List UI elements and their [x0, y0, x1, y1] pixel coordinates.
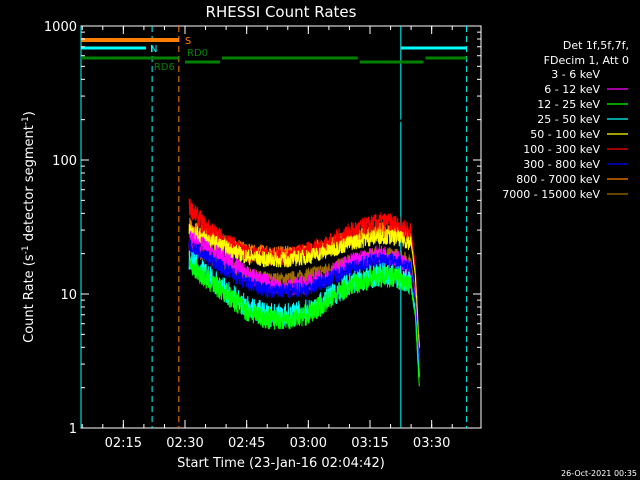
- y-label-text: detector segment: [22, 125, 37, 245]
- legend-label: 6 - 12 keV: [544, 83, 600, 96]
- x-tick-label: 03:30: [413, 436, 450, 451]
- y-label-superscript: -1: [21, 245, 31, 254]
- x-tick-label: 02:45: [228, 436, 265, 451]
- y-label-text: ): [22, 111, 37, 116]
- series-line: [188, 238, 420, 365]
- legend-header-line: FDecim 1, Att 0: [544, 54, 629, 67]
- y-tick-label: 1: [69, 422, 77, 437]
- flag-bars: S N RD0 RD6: [81, 36, 467, 73]
- x-tick-label: 03:00: [290, 436, 327, 451]
- flag-label-rd0: RD0: [187, 48, 208, 59]
- legend-label: 50 - 100 keV: [530, 128, 600, 141]
- axes: 1 10 100 1000 02:15 02:30 02:45 03:00 03:15 03:30: [44, 20, 481, 451]
- y-tick-label: 10: [60, 288, 77, 303]
- legend-label: 300 - 800 keV: [523, 158, 600, 171]
- series-lines: [188, 113, 420, 387]
- x-tick-label: 02:30: [166, 436, 203, 451]
- legend-label: 800 - 7000 keV: [516, 173, 600, 186]
- vertical-markers: [80, 26, 468, 428]
- plot-frame: [80, 25, 482, 429]
- x-axis-label: Start Time (23-Jan-16 02:04:42): [177, 456, 385, 471]
- x-tick-label: 03:15: [351, 436, 388, 451]
- x-tick-label: 02:15: [105, 436, 142, 451]
- y-axis-label: Count Rate (s-1 detector segment-1): [21, 111, 37, 343]
- legend-label: 12 - 25 keV: [537, 98, 600, 111]
- legend-label: 3 - 6 keV: [551, 68, 600, 81]
- y-label-text: Count Rate (s: [22, 254, 37, 343]
- flag-label-rd6: RD6: [154, 62, 175, 73]
- legend-label: 7000 - 15000 keV: [502, 188, 600, 201]
- y-tick-label: 100: [52, 154, 77, 169]
- flag-label-s: S: [185, 36, 191, 47]
- chart-title: RHESSI Count Rates: [206, 3, 357, 21]
- y-tick-label: 1000: [44, 20, 77, 35]
- legend: Det 1f,5f,7f, FDecim 1, Att 03 - 6 keV 6 -…: [502, 39, 629, 201]
- legend-header-line: Det 1f,5f,7f,: [563, 39, 629, 52]
- series-line: [188, 113, 420, 335]
- y-label-superscript: -1: [21, 116, 31, 125]
- legend-label: 25 - 50 keV: [537, 113, 600, 126]
- legend-label: 100 - 300 keV: [523, 143, 600, 156]
- footer-date: 26-Oct-2021 00:35: [561, 469, 637, 478]
- flag-label-n: N: [150, 44, 157, 55]
- series-line: [188, 223, 420, 348]
- series-line: [188, 256, 420, 387]
